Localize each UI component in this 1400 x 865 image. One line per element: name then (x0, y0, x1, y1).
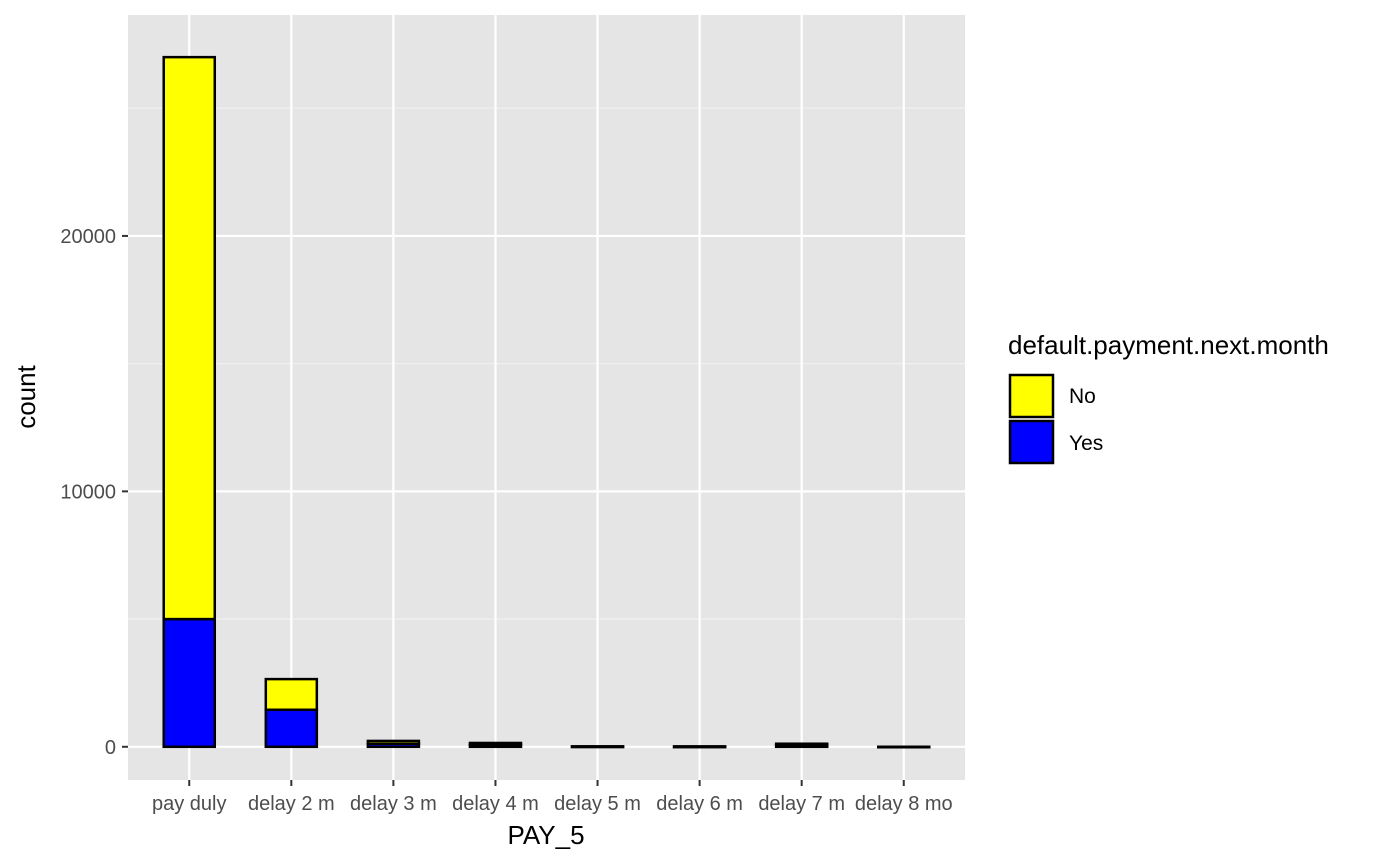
axis-ticks (122, 234, 905, 786)
major-gridlines (128, 15, 965, 780)
bar-segment-no (672, 745, 727, 749)
minor-gridlines (128, 107, 965, 620)
x-tick-labels: pay duly delay 2 m delay 3 m delay 4 m delay… (152, 793, 953, 815)
legend-label-no: No (1069, 385, 1096, 408)
x-tick-label: pay duly (152, 793, 227, 815)
legend-key-no (1008, 373, 1055, 419)
x-axis-title: PAY_5 (507, 820, 584, 850)
plot-panel (128, 15, 965, 780)
bar-segment-no (366, 739, 421, 745)
x-tick-label: delay 4 m (452, 793, 539, 815)
bar-segment-yes (876, 745, 931, 749)
bar-segment-no (468, 741, 523, 747)
legend-key-yes (1008, 419, 1055, 465)
bar-segment-yes (264, 708, 319, 749)
bar-segment-no (162, 55, 217, 621)
bar-segment-no (264, 677, 319, 712)
legend-title: default.payment.next.month (1008, 330, 1329, 360)
bar-segment-no (774, 742, 829, 747)
bar-segment-no (570, 745, 625, 749)
legend-label-yes: Yes (1069, 432, 1103, 455)
y-axis-title: count (11, 364, 41, 428)
bar-segment-yes (162, 617, 217, 749)
y-tick-label: 0 (105, 737, 116, 759)
x-tick-label: delay 5 m (554, 793, 641, 815)
y-tick-label: 10000 (60, 481, 116, 503)
x-tick-label: delay 6 m (656, 793, 743, 815)
y-tick-label: 20000 (60, 226, 116, 248)
x-tick-label: delay 3 m (350, 793, 437, 815)
bars (162, 55, 931, 749)
legend: default.payment.next.month No Yes (1008, 330, 1329, 465)
y-tick-labels: 0 10000 20000 (60, 226, 116, 759)
x-tick-label: delay 7 m (758, 793, 845, 815)
x-tick-label: delay 8 mo (855, 793, 953, 815)
x-tick-label: delay 2 m (248, 793, 335, 815)
